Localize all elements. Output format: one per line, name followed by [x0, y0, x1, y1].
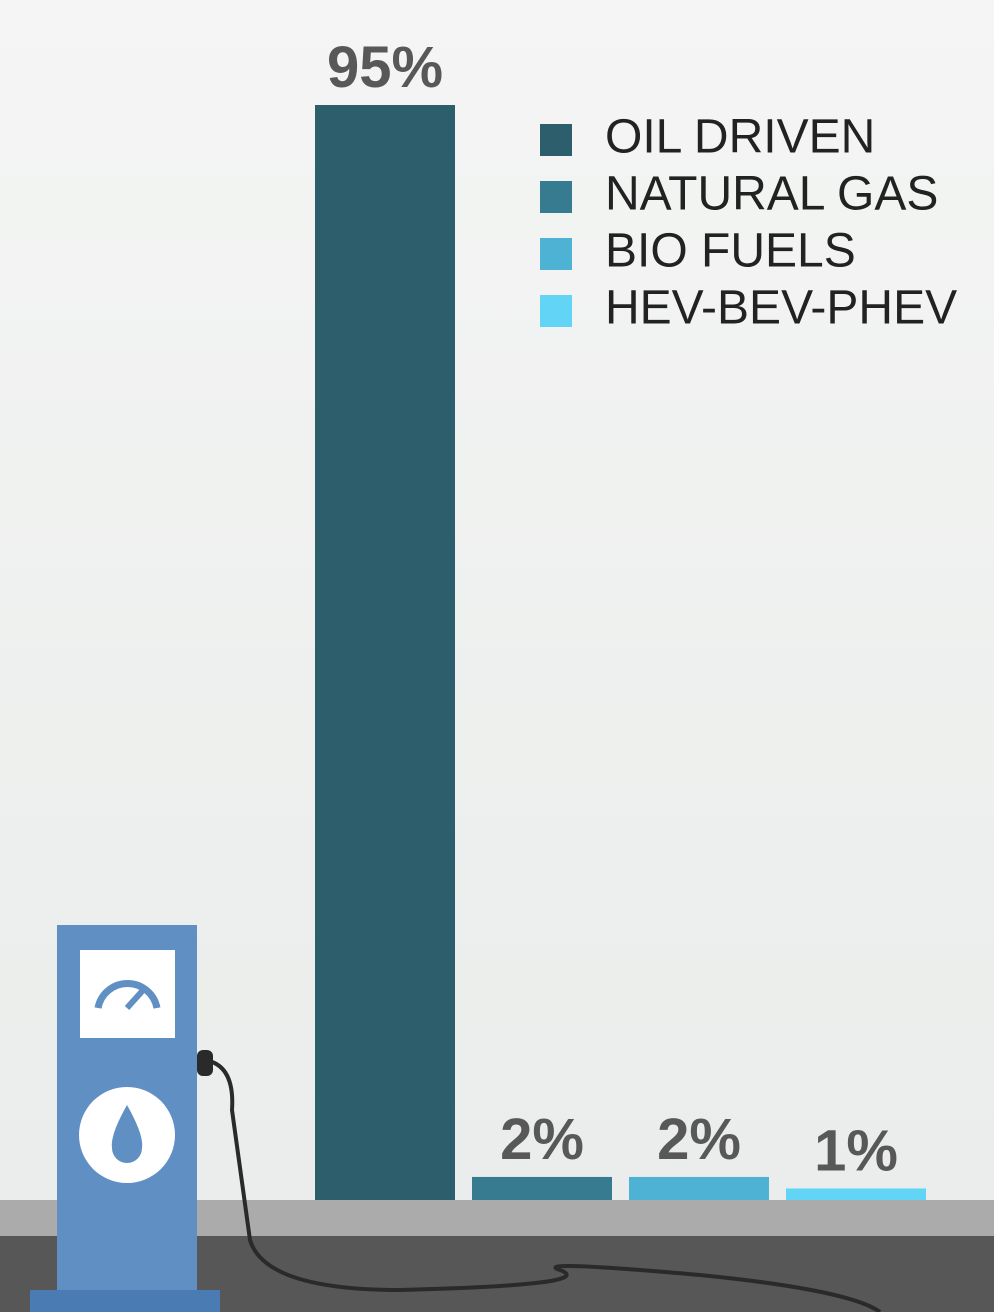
legend-swatch [540, 295, 572, 327]
gauge-needle [124, 985, 148, 1011]
legend-swatch [540, 124, 572, 156]
value-label: 1% [814, 1118, 898, 1183]
value-label: 2% [500, 1107, 584, 1172]
gauge [94, 980, 161, 1009]
bar [472, 1176, 612, 1200]
legend-label: NATURAL GAS [605, 168, 938, 221]
legend-label: HEV-BEV-PHEV [605, 282, 957, 335]
bars: 95% 2% 2% 1% [315, 35, 926, 1200]
nozzle [197, 1050, 213, 1076]
drop [111, 1105, 143, 1163]
pump-base [30, 1290, 220, 1312]
legend-swatch [540, 181, 572, 213]
legend-swatch [540, 238, 572, 270]
gauge-box [80, 950, 175, 1038]
bar [786, 1188, 926, 1200]
value-label: 2% [657, 1107, 741, 1172]
fuel-pump [30, 925, 882, 1312]
bar [315, 105, 455, 1200]
value-label: 95% [327, 35, 443, 100]
cable [204, 1058, 882, 1312]
bar [629, 1176, 769, 1200]
legend-label: BIO FUELS [605, 225, 856, 278]
legend-label: OIL DRIVEN [605, 111, 875, 164]
